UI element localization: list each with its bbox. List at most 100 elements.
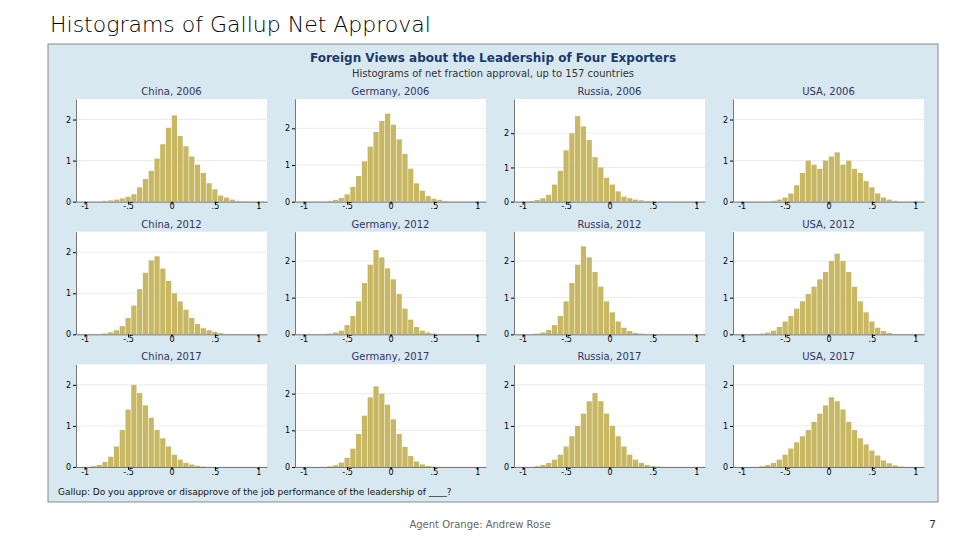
bar — [321, 201, 326, 202]
bar — [679, 201, 684, 202]
bar — [443, 200, 448, 201]
bar — [800, 173, 805, 202]
tick-label: 2 — [285, 257, 290, 266]
bar — [247, 201, 252, 202]
x-tick: -.5 — [123, 202, 134, 212]
bar — [431, 199, 436, 202]
bar — [552, 185, 557, 202]
bar — [120, 198, 125, 201]
grid-line — [76, 160, 267, 161]
bar — [201, 328, 206, 334]
bar — [575, 116, 580, 202]
bar — [875, 328, 880, 335]
bar — [385, 405, 390, 467]
bar — [535, 466, 540, 467]
x-tick: 0 — [607, 467, 612, 477]
tick-mark — [730, 467, 733, 468]
tick-label: 1 — [475, 202, 480, 211]
tick-mark — [292, 128, 295, 129]
bar — [466, 201, 471, 202]
bars — [529, 116, 656, 202]
bars — [327, 114, 448, 202]
tick-mark — [292, 165, 295, 166]
subplot: -1-.50.51012USA, 2006 — [723, 86, 925, 211]
bar — [748, 467, 753, 468]
bar — [771, 331, 776, 335]
bar — [160, 269, 165, 335]
tick-label: 1 — [723, 422, 728, 431]
plot-background — [733, 232, 924, 335]
bar — [466, 334, 471, 335]
bar — [460, 334, 465, 335]
bar — [754, 467, 759, 468]
tick-mark — [292, 430, 295, 431]
bar — [212, 189, 217, 201]
bar — [327, 466, 332, 467]
bar — [811, 422, 816, 467]
bar — [408, 456, 413, 467]
x-tick: 0 — [388, 467, 393, 477]
tick-mark — [730, 120, 733, 121]
bar — [610, 185, 615, 202]
y-tick: 1 — [66, 422, 76, 431]
bar — [212, 332, 217, 334]
bar — [339, 463, 344, 467]
tick-mark — [292, 261, 295, 262]
tick-mark — [730, 161, 733, 162]
tick-label: 0 — [504, 463, 509, 472]
x-tick: .5 — [212, 467, 220, 477]
bar — [120, 430, 125, 467]
bar — [777, 460, 782, 467]
tick-label: 1 — [723, 157, 728, 166]
bar — [858, 301, 863, 334]
subplot: -1-.50.51012USA, 2017 — [723, 351, 925, 476]
tick-label: 1 — [504, 164, 509, 173]
bar — [195, 466, 200, 467]
y-tick: 1 — [723, 294, 733, 303]
subplot-title: Germany, 2006 — [352, 86, 430, 97]
grid-line — [76, 384, 267, 385]
tick-label: 0 — [723, 198, 728, 207]
bar — [535, 200, 540, 202]
x-tick: -.5 — [780, 467, 791, 477]
tick-label: 0 — [607, 202, 612, 211]
tick-label: -.5 — [342, 202, 353, 211]
bar — [540, 198, 545, 201]
bar — [408, 320, 413, 335]
tick-label: 0 — [388, 202, 393, 211]
bar — [373, 132, 378, 202]
y-tick: 2 — [66, 248, 76, 257]
x-tick: -.5 — [561, 467, 572, 477]
bar — [224, 198, 229, 202]
bar — [426, 196, 431, 202]
bar — [160, 144, 165, 201]
subplot-title: China, 2012 — [141, 219, 201, 230]
grid-line — [733, 119, 924, 120]
bar — [852, 430, 857, 467]
tick-label: -.5 — [780, 335, 791, 344]
bar — [391, 419, 396, 467]
tick-label: 1 — [256, 335, 261, 344]
bar — [633, 200, 638, 202]
bar — [592, 157, 597, 201]
plot-background — [295, 99, 486, 202]
bar — [420, 191, 425, 202]
bar — [806, 430, 811, 467]
bar — [782, 322, 787, 335]
y-axis: 012 — [504, 232, 515, 339]
x-axis: -1-.50.51 — [734, 202, 925, 212]
subplot-title: Germany, 2017 — [352, 351, 430, 362]
bar — [668, 467, 673, 468]
tick-mark — [730, 385, 733, 386]
bar — [449, 334, 454, 335]
bar — [183, 310, 188, 335]
y-tick: 2 — [723, 381, 733, 390]
y-axis: 012 — [723, 100, 734, 207]
x-tick: 0 — [826, 202, 831, 212]
bar — [604, 301, 609, 334]
bar — [397, 139, 402, 201]
bar — [621, 197, 626, 202]
y-tick: 2 — [285, 124, 295, 133]
subplot-title: Russia, 2006 — [578, 86, 642, 97]
tick-label: 2 — [285, 390, 290, 399]
